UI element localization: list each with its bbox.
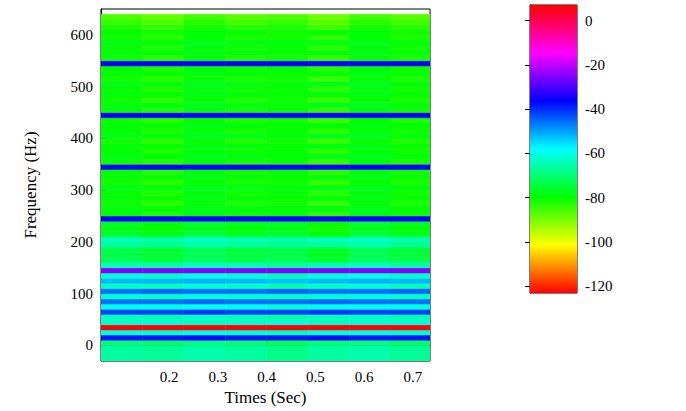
svg-text:0.2: 0.2 [160, 369, 179, 385]
svg-text:300: 300 [71, 182, 94, 198]
svg-text:500: 500 [71, 79, 94, 95]
svg-text:0.4: 0.4 [257, 369, 276, 385]
svg-text:Times (Sec): Times (Sec) [224, 388, 306, 407]
svg-text:200: 200 [71, 234, 94, 250]
svg-text:100: 100 [71, 286, 94, 302]
svg-text:0.6: 0.6 [355, 369, 374, 385]
svg-text:600: 600 [71, 27, 94, 43]
svg-text:-60: -60 [585, 145, 605, 161]
svg-text:0.7: 0.7 [404, 369, 423, 385]
svg-text:0.5: 0.5 [306, 369, 325, 385]
svg-text:-20: -20 [585, 57, 605, 73]
svg-text:-100: -100 [585, 234, 613, 250]
svg-text:-80: -80 [585, 190, 605, 206]
svg-text:-40: -40 [585, 101, 605, 117]
svg-text:-120: -120 [585, 278, 613, 294]
svg-text:0.3: 0.3 [209, 369, 228, 385]
svg-text:400: 400 [71, 130, 94, 146]
svg-text:0: 0 [585, 13, 593, 29]
svg-text:0: 0 [86, 337, 94, 353]
svg-text:Frequency (Hz): Frequency (Hz) [21, 131, 40, 238]
